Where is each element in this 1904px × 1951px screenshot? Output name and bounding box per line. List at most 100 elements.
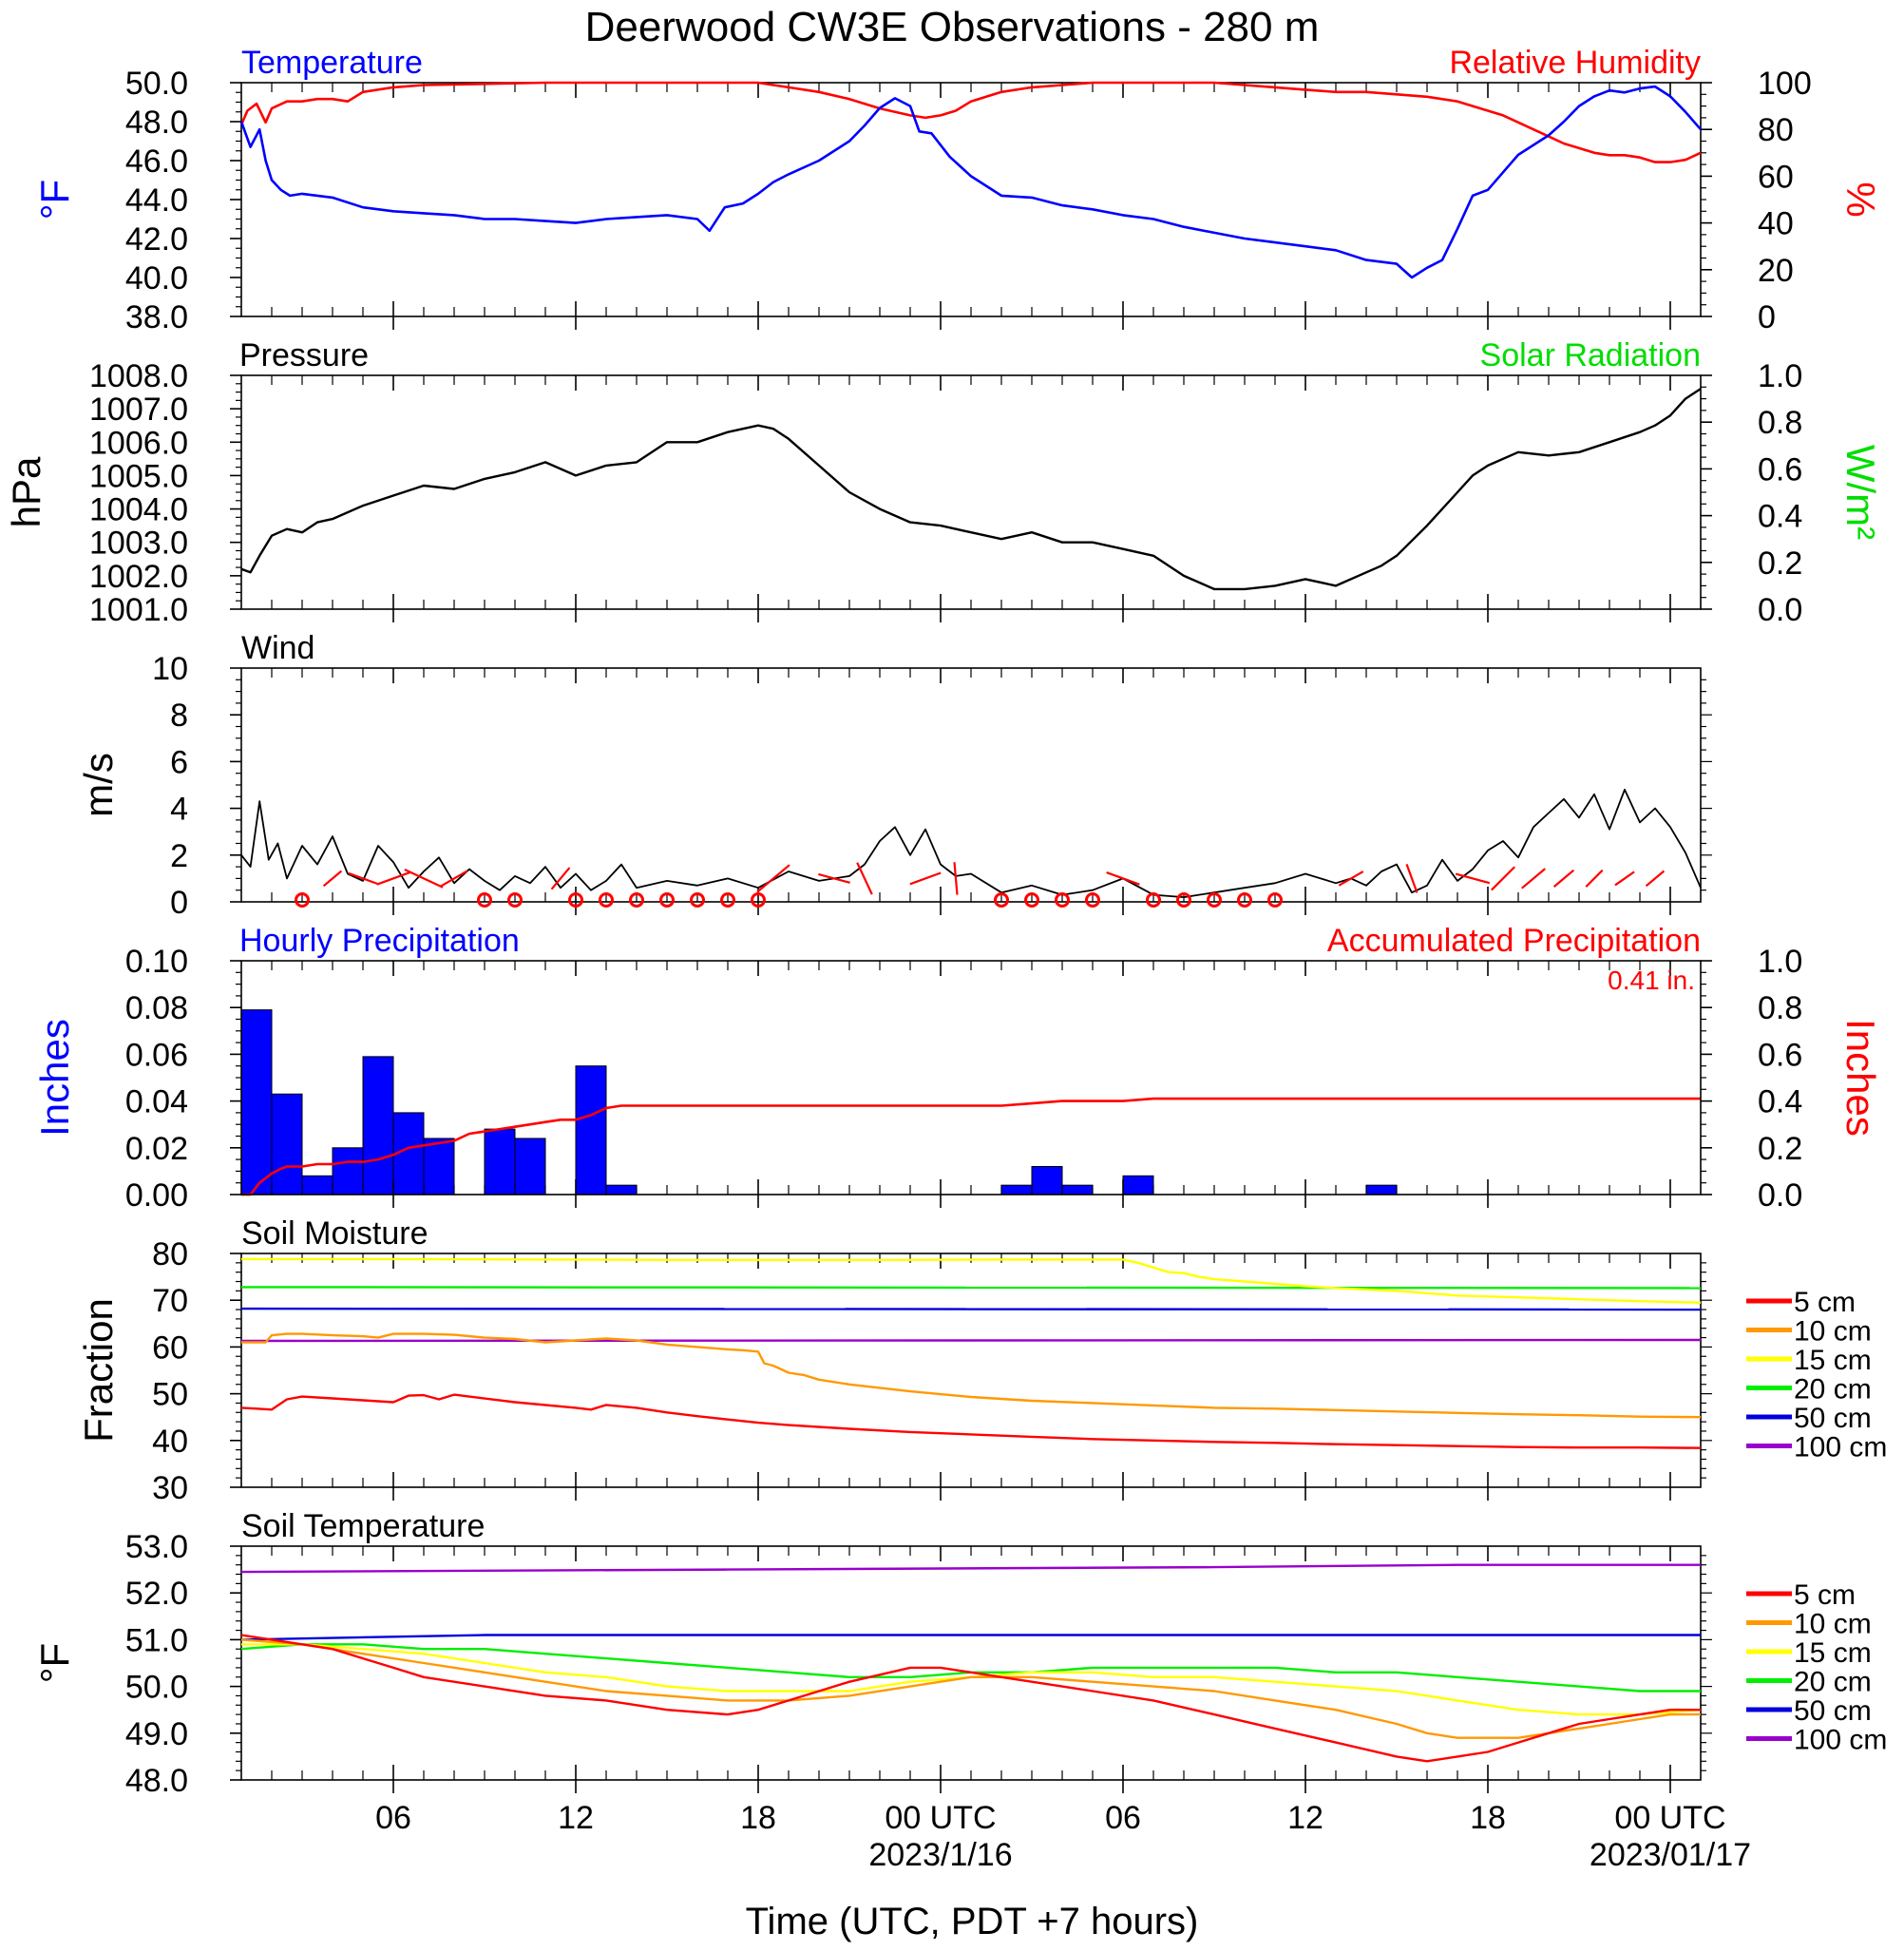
- hourly-precip-bar: [1365, 1184, 1398, 1195]
- panel-soil-temperature-axis-tick-label: 53.0: [125, 1529, 188, 1565]
- panel-frame: [240, 1545, 1702, 1781]
- accumulated-precip-line: [241, 1097, 1701, 1196]
- wind-direction-barb: [818, 872, 850, 884]
- wind-direction-barb: [1552, 869, 1575, 888]
- soil-line-5cm: [240, 1393, 1702, 1449]
- wind-direction-barb: [1405, 863, 1418, 893]
- precip-axis-tick-label: 0.04: [125, 1084, 188, 1120]
- pressure-axis-tick-label: 1004.0: [89, 492, 188, 528]
- accum-precip-title: Accumulated Precipitation: [1327, 923, 1701, 959]
- hourly-precip-bar: [332, 1147, 364, 1195]
- panel-frame: [240, 82, 1702, 317]
- wind-axis-tick-label: 10: [152, 651, 188, 687]
- legend-label: 100 cm: [1794, 1725, 1887, 1756]
- temp-axis-tick-label: 50.0: [125, 66, 188, 102]
- temperature-ylabel: °F: [32, 180, 77, 220]
- calm-wind-circle: [1237, 892, 1252, 908]
- pressure-axis-tick-label: 1006.0: [89, 425, 188, 461]
- pressure-axis-tick-label: 1005.0: [89, 458, 188, 494]
- calm-wind-circle: [599, 892, 614, 908]
- accum-axis-tick-label: 1.0: [1758, 944, 1802, 980]
- precip-axis-tick-label: 0.08: [125, 990, 188, 1026]
- wind-direction-barb: [1491, 866, 1515, 891]
- pressure-line: [240, 388, 1702, 591]
- pressure-axis-tick-label: 1002.0: [89, 559, 188, 595]
- soil-line-20cm: [240, 1286, 1702, 1290]
- rh-axis-tick-label: 20: [1758, 253, 1794, 289]
- hourly-precip-bar: [484, 1128, 516, 1195]
- rh-axis-tick-label: 80: [1758, 112, 1794, 148]
- calm-wind-circle: [295, 892, 310, 908]
- wind-direction-barb: [376, 871, 410, 886]
- wind-direction-barb: [404, 869, 444, 889]
- hourly-precip-bar: [514, 1138, 546, 1195]
- legend-label: 10 cm: [1794, 1316, 1872, 1348]
- rh-ylabel: %: [1838, 182, 1883, 217]
- calm-wind-circle: [477, 892, 492, 908]
- temp-axis-tick-label: 46.0: [125, 143, 188, 180]
- temp-axis-tick-label: 38.0: [125, 299, 188, 335]
- wind-direction-barb: [909, 871, 942, 886]
- wind-axis-tick-label: 4: [170, 792, 188, 828]
- legend-label: 20 cm: [1794, 1667, 1872, 1698]
- panel-soil-moisture: 30 40 50 60 70 80 Soil Moisture Fraction 5 cm10 …: [76, 1215, 1887, 1506]
- x-axis-label: Time (UTC, PDT +7 hours): [746, 1901, 1199, 1942]
- hourly-precip-bar: [1122, 1175, 1154, 1195]
- x-date-label: 2023/1/16: [868, 1837, 1012, 1873]
- panel-soil-temperature-axis-tick-label: 48.0: [125, 1763, 188, 1799]
- soil-line-10cm: [241, 1332, 1702, 1419]
- pressure-axis-tick-label: 1001.0: [89, 592, 188, 628]
- x-tick-label: 18: [1470, 1800, 1506, 1836]
- wind-axis-tick-label: 2: [170, 838, 188, 874]
- solar-ylabel: W/m²: [1838, 445, 1883, 540]
- wind-axis-tick-label: 6: [170, 744, 188, 780]
- wind-direction-barb: [756, 864, 790, 893]
- panel-soil-temperature-ylabel: °F: [32, 1643, 77, 1683]
- wind-direction-barb: [953, 862, 959, 895]
- x-tick-label: 00 UTC: [1614, 1800, 1725, 1836]
- legend-label: 100 cm: [1794, 1432, 1887, 1463]
- panel-soil-moisture-title: Soil Moisture: [241, 1215, 428, 1252]
- accum-axis-tick-label: 0.2: [1758, 1131, 1802, 1167]
- panel-soil-temperature: 48.0 49.0 50.0 51.0 52.0 53.0 Soil Temperature…: [32, 1508, 1887, 1799]
- legend-label: 50 cm: [1794, 1403, 1872, 1434]
- panel-soil-moisture-axis-tick-label: 30: [152, 1470, 188, 1506]
- x-tick-label: 06: [375, 1800, 411, 1836]
- rh-axis-tick-label: 40: [1758, 206, 1794, 242]
- solar-axis-tick-label: 0.6: [1758, 451, 1802, 488]
- calm-wind-circle: [1024, 892, 1039, 908]
- calm-wind-circle: [1055, 892, 1070, 908]
- soil-line-50cm: [240, 1634, 1701, 1641]
- legend-label: 20 cm: [1794, 1374, 1872, 1406]
- panel-frame: [240, 667, 1702, 903]
- accum-axis-tick-label: 0.4: [1758, 1084, 1802, 1120]
- pressure-axis-tick-label: 1007.0: [89, 392, 188, 428]
- calm-wind-circle: [994, 892, 1009, 908]
- wind-direction-barb: [1455, 872, 1491, 885]
- panel-soil-temperature-axis-tick-label: 49.0: [125, 1716, 188, 1752]
- calm-wind-circle: [690, 892, 705, 908]
- calm-wind-circle: [720, 892, 735, 908]
- soil-line-50cm: [240, 1307, 1702, 1311]
- pressure-ylabel: hPa: [4, 456, 48, 527]
- rh-axis-tick-label: 0: [1758, 299, 1776, 335]
- wind-axis-tick-label: 0: [170, 885, 188, 921]
- calm-wind-circle: [568, 892, 583, 908]
- panel-soil-moisture-axis-tick-label: 80: [152, 1236, 188, 1272]
- panel-soil-temperature-axis-tick-label: 52.0: [125, 1576, 188, 1612]
- panel-soil-temperature-title: Soil Temperature: [241, 1508, 485, 1544]
- temperature-line: [239, 85, 1702, 279]
- x-tick-label: 18: [740, 1800, 776, 1836]
- calm-wind-circle: [1207, 892, 1222, 908]
- temp-axis-tick-label: 42.0: [125, 221, 188, 258]
- panel-pressure: 1001.01002.01003.01004.01005.01006.01007…: [4, 337, 1883, 628]
- solar-axis-tick-label: 0.4: [1758, 499, 1802, 535]
- soil-line-100cm: [240, 1338, 1702, 1343]
- pressure-axis-tick-label: 1003.0: [89, 526, 188, 562]
- panels: 38.040.042.044.046.048.050.0020406080100…: [4, 45, 1887, 1873]
- panel-soil-moisture-axis-tick-label: 50: [152, 1377, 188, 1413]
- pressure-axis-tick-label: 1008.0: [89, 358, 188, 394]
- legend-label: 10 cm: [1794, 1609, 1872, 1640]
